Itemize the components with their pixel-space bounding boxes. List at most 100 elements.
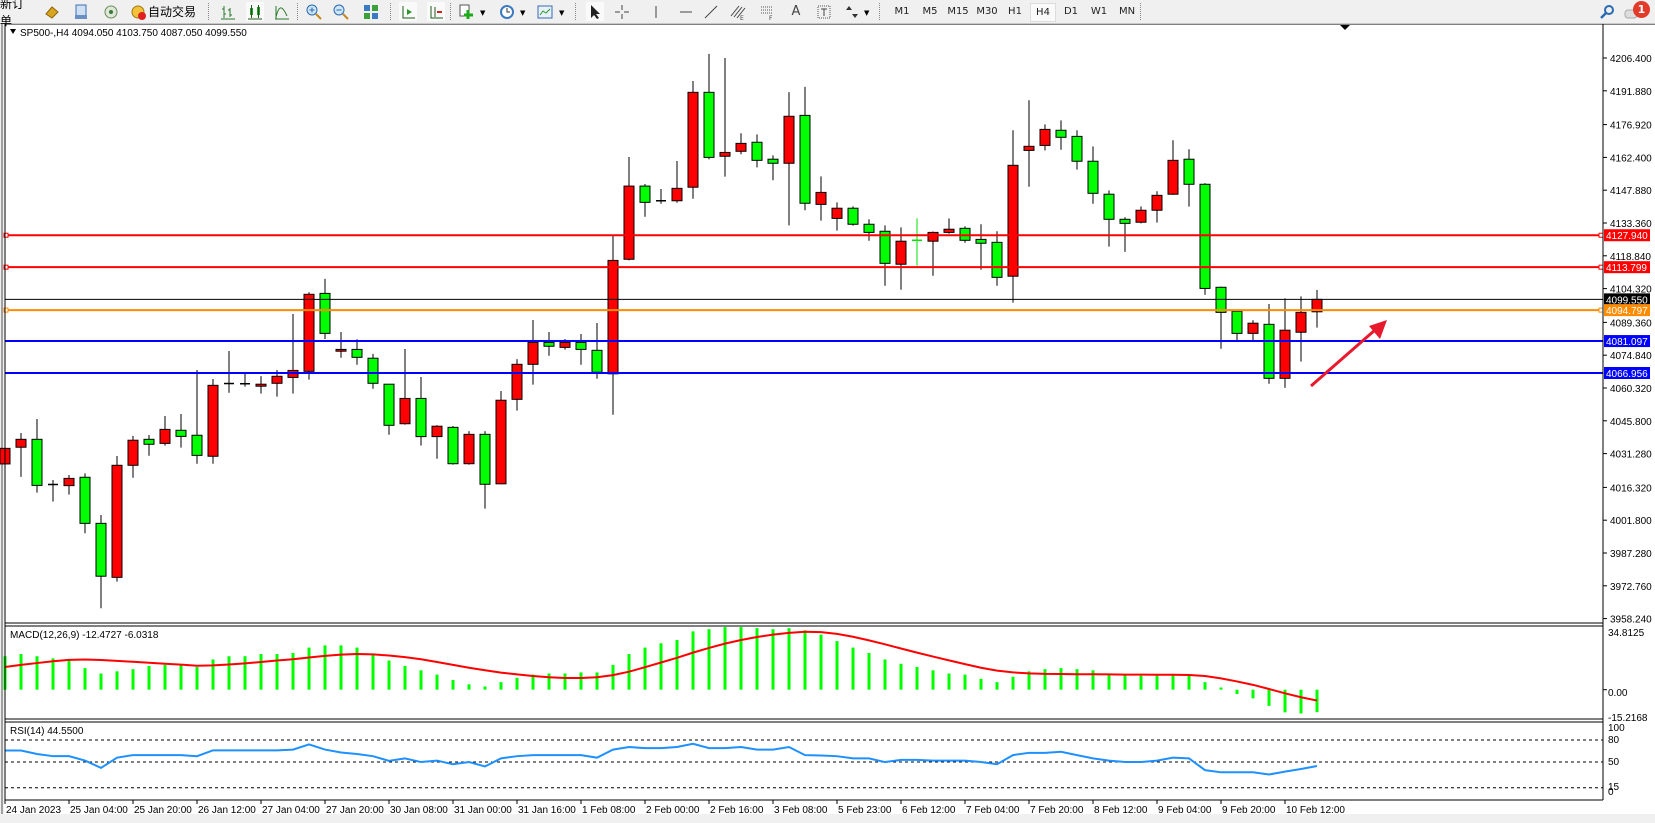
navigator-button[interactable] [102,2,120,21]
indicators-dropdown-icon[interactable]: ▼ [480,9,486,17]
candle-body [15,438,27,448]
vertical-line-button[interactable] [647,2,665,21]
arrows-button[interactable] [843,2,861,21]
time-tick-label: 9 Feb 04:00 [1158,805,1212,816]
candle-body [559,341,571,348]
candle [831,202,843,231]
auto-scroll-button[interactable] [399,2,417,21]
macd-histogram-bar [227,656,231,690]
level-price-badge [1604,229,1650,242]
horizontal-line-button[interactable] [677,2,695,21]
candle [1055,120,1067,150]
zoom-out-button[interactable] [332,2,350,21]
price-panel[interactable] [0,53,1604,609]
text-label-button[interactable] [815,2,833,21]
toolbar-separator [879,3,881,20]
candle [927,231,939,276]
bar-chart-button[interactable] [219,2,237,21]
rsi-panel[interactable]: RSI(14) 44.5500 [5,726,1603,789]
market-watch-icon [45,5,59,19]
crosshair-button[interactable] [613,2,631,21]
candle [767,155,779,181]
templates-button[interactable] [536,2,554,21]
cursor-button[interactable] [586,2,604,21]
candle [975,224,987,270]
arrows-dropdown-icon[interactable]: ▼ [864,9,870,17]
macd-histogram-bar [435,674,439,690]
macd-histogram-bar [35,656,39,690]
fibonacci-button[interactable]: F [758,2,776,21]
macd-panel[interactable]: MACD(12,26,9) -12.4727 -6.0318 [3,627,1319,714]
chart-canvas[interactable] [4,24,1655,814]
chart-header: SP500-,H4 4094.050 4103.750 4087.050 409… [20,28,247,39]
macd-histogram-bar [419,670,423,690]
price-tick-label: 4191.880 [1610,87,1652,98]
timeframe-mn-button[interactable]: MN [1118,6,1136,17]
candle [367,353,379,389]
candle [31,418,43,493]
candle [255,376,267,394]
chart-menu-triangle-icon[interactable] [10,29,16,34]
level-price-badge [1604,367,1650,380]
rsi-line [5,742,1318,776]
periods-button[interactable] [498,2,516,21]
timeframe-d1-button[interactable]: D1 [1063,6,1079,17]
macd-histogram-bar [563,673,567,690]
candle-body [319,292,331,334]
periods-dropdown-icon[interactable]: ▼ [520,9,526,17]
timeframe-h1-button[interactable]: H1 [1008,6,1022,17]
equidistant-channel-button[interactable]: E [729,2,747,21]
chart-shift-button[interactable] [427,2,445,21]
timeframe-m15-button[interactable]: M15 [947,6,969,17]
timeframe-w1-button[interactable]: W1 [1090,6,1108,17]
navigator-icon [104,5,118,18]
candle [1247,320,1259,341]
candle-body [159,428,171,444]
macd-histogram-bar [163,664,167,690]
search-button[interactable] [1598,2,1616,21]
candle-body [799,114,811,204]
timeframe-m30-button[interactable]: M30 [976,6,998,17]
macd-histogram-bar [1059,668,1063,690]
auto-trading-button[interactable]: 自动交易 [128,2,198,21]
tile-windows-icon [364,4,378,19]
fibonacci-icon: F [761,6,773,20]
timeframe-h4-button[interactable]: H4 [1030,3,1056,22]
candlestick-button[interactable] [246,2,264,21]
zoom-in-button[interactable] [305,2,323,21]
candle [751,134,763,168]
candle [495,390,507,485]
text-button[interactable]: A [787,2,805,21]
timeframe-m5-button[interactable]: M5 [922,6,938,17]
toolbar-separator [1140,3,1142,20]
macd-histogram-bar [1011,676,1015,690]
candle-body [607,259,619,375]
notification-badge[interactable]: 1 [1633,1,1650,18]
trendline-button[interactable] [702,2,720,21]
arrows-icon [846,5,858,18]
candle-body [751,141,763,161]
macd-histogram-bar [931,670,935,690]
level-price-badge [1604,335,1650,348]
templates-dropdown-icon[interactable]: ▼ [559,9,565,17]
market-watch-button[interactable] [43,2,61,21]
tile-windows-button[interactable] [362,2,380,21]
data-window-button[interactable] [72,2,90,21]
macd-histogram-bar [19,654,23,690]
cursor-icon [591,4,600,19]
candle-body [399,397,411,425]
new-order-button[interactable]: 新订单 [0,0,34,28]
macd-histogram-bar [723,627,727,690]
candle [1023,100,1035,187]
toolbar-separator [297,3,299,20]
timeframe-m1-button[interactable]: M1 [894,6,910,17]
candle [623,156,635,261]
macd-histogram-bar [947,673,951,690]
candle [1231,310,1243,341]
macd-histogram-bar [1283,689,1287,713]
chart-shift-marker-icon[interactable] [1340,25,1350,30]
indicators-button[interactable] [458,2,476,21]
line-chart-button[interactable] [273,2,291,21]
candle-body [1071,135,1083,162]
